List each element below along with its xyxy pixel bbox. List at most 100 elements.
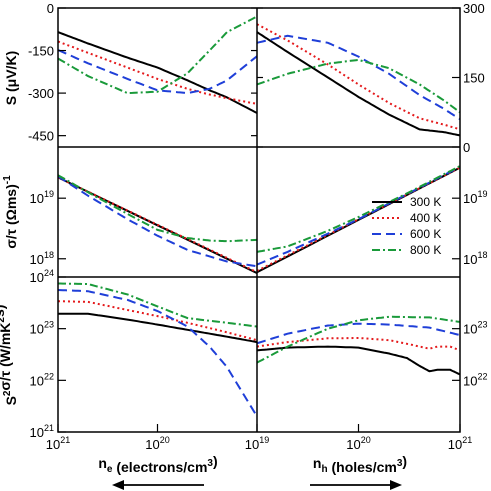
ytick-label-s-left: -150 xyxy=(28,44,54,59)
xtick-label-right: 1020 xyxy=(346,435,370,452)
series-line-600k xyxy=(256,165,461,266)
x-axis-title-electrons-part: ) xyxy=(213,453,218,469)
y-axis-title-conductivity-part: σ/τ (Ωms) xyxy=(3,184,19,248)
ytick-label-s-left: -300 xyxy=(28,86,54,101)
ytick-label-left: 1018 xyxy=(30,250,54,267)
ytick-label-right: 1022 xyxy=(463,371,487,388)
x-axis-title-holes: nh (holes/cm3) xyxy=(313,453,407,475)
xtick-label-right-exp: 21 xyxy=(462,435,472,445)
x-axis-title-electrons-part: n xyxy=(98,455,107,471)
y-axis-title-seebeck: S (μV/K) xyxy=(3,51,19,105)
series-line-300k xyxy=(256,31,461,137)
xtick-label-right-exp: 20 xyxy=(361,435,371,445)
series-line-300k xyxy=(58,312,258,344)
xtick-label-right-base: 10 xyxy=(346,437,360,452)
series-line-800k xyxy=(256,165,461,253)
ytick-label-left-base: 10 xyxy=(30,252,44,267)
ytick-label-left: 1021 xyxy=(30,423,54,440)
axes-layer: 0-150-300-450300150010191018101910181024… xyxy=(28,1,488,452)
ytick-label-left-exp: 24 xyxy=(44,268,54,278)
ytick-label-right: 1023 xyxy=(463,320,487,337)
series-line-600k xyxy=(57,175,258,268)
y-axis-title-conductivity: σ/τ (Ωms)-1 xyxy=(2,175,19,249)
series-line-800k xyxy=(57,174,258,243)
ytick-label-left-base: 10 xyxy=(30,270,44,285)
xtick-label-left-exp: 20 xyxy=(160,435,170,445)
series-line-800k xyxy=(58,282,258,328)
ytick-label-s-right: 300 xyxy=(463,1,485,16)
x-axis-title-holes-part: ) xyxy=(402,453,407,469)
xtick-label-left-base: 10 xyxy=(46,437,60,452)
ytick-label-left-exp: 22 xyxy=(44,371,54,381)
y-axis-title-seebeck-part: S (μV/K) xyxy=(3,51,19,105)
xtick-label-left: 1021 xyxy=(46,435,70,452)
xtick-label-left: 1019 xyxy=(245,435,269,452)
xtick-label-left-exp: 19 xyxy=(259,435,269,445)
xtick-label-left: 1020 xyxy=(145,435,169,452)
legend-label: 300 K xyxy=(410,195,441,209)
panel-power-factor-electrons xyxy=(57,282,258,417)
series-line-300k xyxy=(256,345,461,376)
series-line-800k xyxy=(256,315,461,364)
y-axis-title-power-factor-part: S xyxy=(3,396,19,405)
series-line-300k xyxy=(57,31,258,114)
xtick-label-right-base: 10 xyxy=(448,437,462,452)
x-axis-title-electrons: ne (electrons/cm3) xyxy=(98,453,217,475)
ytick-label-left: 1024 xyxy=(30,268,54,285)
legend-label: 400 K xyxy=(410,211,441,225)
series-line-600k xyxy=(256,322,461,345)
ytick-label-left-base: 10 xyxy=(30,425,44,440)
series-line-400k xyxy=(57,300,258,342)
series-line-800k xyxy=(57,15,258,95)
legend-label: 800 K xyxy=(410,243,441,257)
ytick-label-right-exp: 18 xyxy=(477,250,487,260)
ytick-label-right: 1019 xyxy=(463,189,487,206)
y-axis-title-power-factor-part: 2 xyxy=(0,317,7,323)
series-line-400k xyxy=(256,337,461,352)
axis-titles: ne (electrons/cm3) nh (holes/cm3)S (μV/K)… xyxy=(0,51,407,475)
ytick-label-left: 1022 xyxy=(30,371,54,388)
ytick-label-s-right: 0 xyxy=(463,140,470,155)
ytick-label-left-base: 10 xyxy=(30,373,44,388)
x-axis-title-holes-part: (holes/cm xyxy=(328,459,397,475)
ytick-label-right: 1018 xyxy=(463,250,487,267)
ytick-label-right-base: 10 xyxy=(463,252,477,267)
ytick-label-left-base: 10 xyxy=(30,322,44,337)
panel-sigma-electrons xyxy=(57,174,258,275)
panel-S-holes xyxy=(256,23,461,137)
right-arrow-icon xyxy=(390,480,402,490)
series-line-400k xyxy=(256,23,461,131)
ytick-label-left-exp: 18 xyxy=(44,250,54,260)
ytick-label-left-exp: 19 xyxy=(44,189,54,199)
plot-frame xyxy=(57,7,461,433)
legend-label: 600 K xyxy=(410,227,441,241)
ytick-label-right-exp: 19 xyxy=(477,189,487,199)
x-axis-title-holes-part: n xyxy=(313,455,322,471)
panel-sigma-holes xyxy=(256,165,461,274)
series-line-600k xyxy=(57,49,258,95)
panels-layer xyxy=(57,15,461,417)
ytick-label-right-base: 10 xyxy=(463,322,477,337)
x-axis-title-electrons-part: (electrons/cm xyxy=(112,459,207,475)
y-axis-title-power-factor-part: σ/τ (W/mK xyxy=(0,323,13,391)
legend: 300 K 400 K 600 K 800 K xyxy=(372,195,441,257)
ytick-label-left: 1019 xyxy=(30,189,54,206)
y-axis-title-conductivity-part: -1 xyxy=(2,175,13,184)
xtick-label-left-exp: 21 xyxy=(60,435,70,445)
series-line-600k xyxy=(57,289,258,417)
left-arrow-icon xyxy=(112,480,124,490)
ytick-label-right-base: 10 xyxy=(463,191,477,206)
panel-S-electrons xyxy=(57,15,258,114)
ytick-label-right-base: 10 xyxy=(463,373,477,388)
xtick-label-right: 1021 xyxy=(448,435,472,452)
x-axis-title-electrons-part: 3 xyxy=(207,458,213,469)
ytick-label-left-base: 10 xyxy=(30,191,44,206)
xtick-label-left-base: 10 xyxy=(145,437,159,452)
ytick-label-left-exp: 23 xyxy=(44,320,54,330)
x-axis-title-holes-part: h xyxy=(321,464,327,475)
ytick-label-s-right: 150 xyxy=(463,71,485,86)
y-axis-title-power-factor-part: 2 xyxy=(2,390,13,396)
series-line-800k xyxy=(256,58,461,114)
panel-power-factor-holes xyxy=(256,315,461,376)
